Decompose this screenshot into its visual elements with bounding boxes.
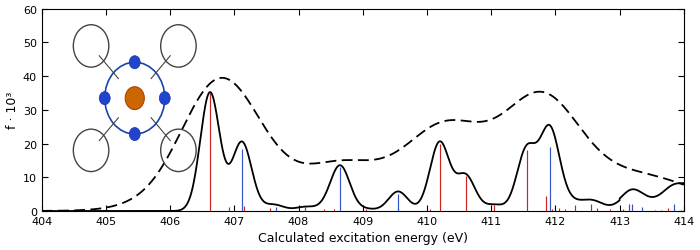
Circle shape xyxy=(99,92,110,105)
Y-axis label: f · 10³: f · 10³ xyxy=(6,92,19,129)
Circle shape xyxy=(130,128,140,141)
Circle shape xyxy=(130,56,140,70)
X-axis label: Calculated excitation energy (eV): Calculated excitation energy (eV) xyxy=(258,232,468,244)
Circle shape xyxy=(125,87,144,110)
Circle shape xyxy=(160,92,170,105)
